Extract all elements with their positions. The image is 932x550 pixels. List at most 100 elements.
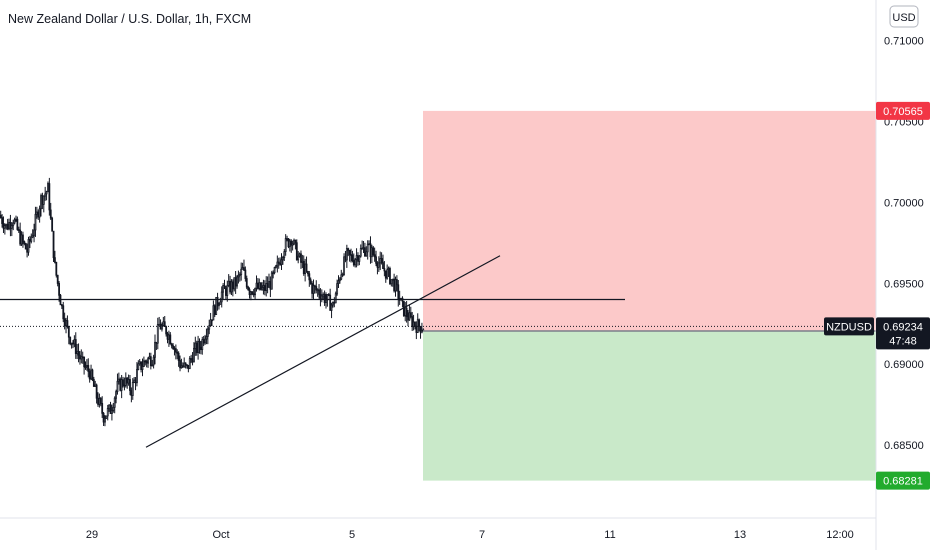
candle-body [173, 348, 176, 351]
candle-body [31, 234, 34, 238]
candle-body [250, 291, 252, 296]
price-tag-box [876, 471, 930, 490]
candle [415, 321, 418, 340]
candle [290, 239, 293, 253]
candle-body [383, 268, 386, 272]
candle [176, 349, 179, 360]
candle-body [218, 303, 220, 307]
candle [120, 374, 123, 399]
candle [259, 282, 262, 291]
candle-body [344, 256, 347, 261]
candle-body [76, 350, 79, 354]
price-axis[interactable]: 0.710000.705000.700000.695000.690000.685… [884, 35, 924, 452]
candle [266, 276, 269, 294]
candle-body [137, 363, 140, 370]
candle-body [161, 325, 163, 330]
currency-button-label: USD [892, 12, 915, 24]
candle [123, 377, 126, 391]
candle-body [361, 247, 364, 250]
candle-body [206, 328, 209, 337]
candle-body [60, 304, 63, 307]
price-tag-label: 0.70565 [883, 106, 923, 118]
candle [92, 376, 95, 387]
candle [97, 392, 99, 407]
last-price-tag[interactable]: NZDUSD 0.69234 47:48 [824, 317, 930, 350]
candle-body [190, 358, 193, 360]
candle-body [298, 253, 301, 257]
candle [283, 249, 286, 261]
candle-body [79, 354, 81, 360]
candle [404, 302, 407, 322]
candle-body [229, 280, 231, 293]
candle-body [288, 240, 291, 248]
candle [174, 344, 177, 360]
chart-title: New Zealand Dollar / U.S. Dollar, 1h, FX… [8, 12, 251, 26]
candle [265, 276, 268, 297]
candle-body [84, 366, 87, 369]
price-tick-label: 0.69500 [884, 278, 924, 290]
stop-loss-zone[interactable] [423, 110, 876, 332]
candle [35, 206, 38, 219]
candle-body [115, 391, 117, 399]
candle-body [375, 256, 377, 264]
candle-body [216, 296, 219, 307]
candle [13, 217, 16, 225]
candle-body [183, 362, 186, 367]
candle-body [256, 282, 259, 289]
candle-body [380, 258, 383, 264]
price-tick-label: 0.69000 [884, 359, 924, 371]
candle [20, 231, 23, 246]
candle [134, 377, 137, 391]
candle [2, 216, 5, 234]
candle-body [251, 291, 254, 295]
currency-button[interactable]: USD [889, 5, 919, 28]
price-tag[interactable]: 0.68281 [876, 471, 930, 490]
candle [365, 246, 368, 257]
candle-body [377, 262, 380, 268]
time-axis[interactable]: 29 Oct 5 7 11 13 12:00 [86, 529, 854, 541]
candle [213, 304, 216, 317]
candle [315, 280, 318, 294]
candle-body [123, 384, 126, 387]
candle-body [370, 247, 373, 258]
candle [272, 270, 275, 279]
candle-body [38, 208, 41, 218]
candle-body [390, 279, 393, 285]
candle-body [233, 277, 236, 290]
candle-body [254, 287, 257, 296]
candle-body [197, 341, 200, 354]
candle-body [268, 281, 270, 288]
candle-body [201, 339, 204, 351]
candle [301, 254, 304, 269]
take-profit-zone[interactable] [423, 331, 876, 481]
candle [369, 236, 372, 264]
candle-body [391, 278, 394, 281]
candle [288, 238, 291, 252]
candle-body [350, 254, 352, 256]
candle-body [77, 350, 80, 356]
candle [312, 279, 315, 300]
candle [275, 264, 277, 269]
candle-body [56, 274, 59, 284]
candle [195, 340, 198, 356]
candle [370, 244, 373, 264]
candle [179, 355, 181, 372]
candle [6, 218, 9, 231]
price-tag[interactable]: 0.70565 [876, 101, 930, 120]
trend-line[interactable] [145, 255, 501, 448]
candle-body [55, 261, 58, 276]
candle [29, 235, 31, 249]
candle-body [222, 285, 225, 293]
candle-body [409, 312, 412, 318]
candle [48, 177, 51, 216]
time-tick-label: 29 [86, 529, 98, 541]
candle [348, 249, 351, 262]
candle [405, 301, 408, 323]
candle-body [108, 404, 111, 410]
candle-body [255, 282, 258, 289]
candle-body [63, 318, 66, 327]
candle [52, 230, 55, 262]
candle [5, 223, 8, 230]
